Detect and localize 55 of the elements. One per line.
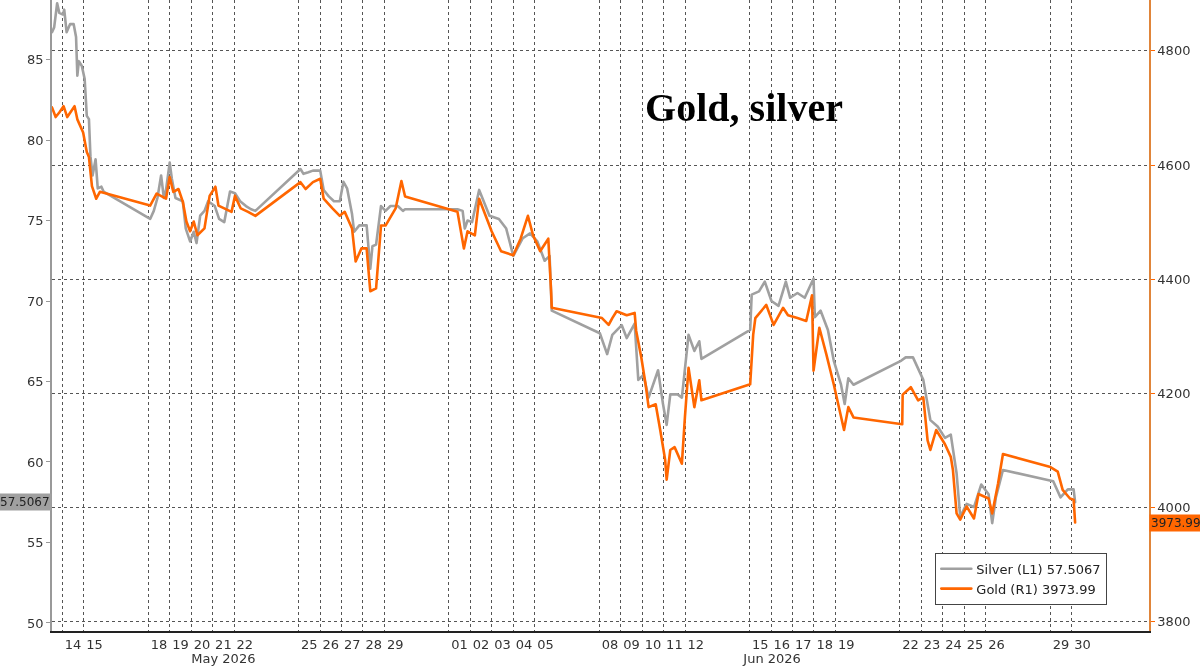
x-tick-label: 28 [365,636,382,652]
x-tick-label: 25 [301,636,318,652]
x-tick-label: 26 [988,636,1005,652]
y-tick-label: 60 [27,454,44,470]
x-tick-label: 12 [687,636,705,652]
text: 57.5067 [0,495,50,509]
x-tick-label: 05 [537,636,554,652]
y2-tick-label: 4600 [1157,157,1191,173]
y2-tick-label: 4400 [1157,271,1191,287]
x-tick-label: 21 [215,636,232,652]
x-tick-label: 18 [150,636,168,652]
x-tick-label: 24 [945,636,962,652]
x-tick-label: 04 [515,636,533,652]
x-tick-label: 29 [1052,636,1070,652]
text: Gold, silver [645,84,843,130]
y2-tick-label: 3800 [1157,614,1191,630]
y2-tick-label: 4800 [1157,43,1191,59]
x-tick-label: 23 [923,636,941,652]
x-tick-label: 30 [1074,636,1091,652]
x-tick-label: 17 [794,636,812,652]
y-tick-label: 80 [27,132,44,148]
x-tick-label: 11 [666,636,683,652]
y-tick-label: 50 [27,615,44,631]
x-tick-label: 22 [902,636,919,652]
x-tick-label: 03 [494,636,511,652]
x-tick-label: 25 [966,636,984,652]
x-tick-label: 27 [343,636,361,652]
legend-label: Gold (R1) 3973.99 [976,581,1096,597]
y-tick-label: 65 [27,374,44,390]
x-tick-label: 18 [816,636,833,652]
x-tick-label: 19 [837,636,855,652]
x-tick-label: 15 [752,636,769,652]
x-tick-label: 29 [386,636,404,652]
x-tick-label: 09 [623,636,640,652]
y2-tick-label: 4000 [1157,500,1191,516]
annotation: 3973.99 [1151,516,1200,530]
x-tick-label: 01 [451,636,468,652]
y-tick-label: 75 [27,213,44,229]
x-tick-label: 16 [773,636,791,652]
x-tick-label: 14 [64,636,82,652]
x2-tick-label: Jun 2026 [742,650,801,666]
y2-tick-label: 4200 [1157,386,1191,401]
x-tick-label: 26 [322,636,340,652]
x-tick-label: 19 [172,636,189,652]
x-tick-label: 08 [601,636,619,652]
x-tick-label: 20 [193,636,211,652]
x-tick-label: 22 [236,636,254,652]
legend-label: Silver (L1) 57.5067 [976,561,1101,577]
y-tick-label: 70 [27,293,44,309]
y-tick-label: 85 [27,52,44,68]
x-tick-label: 02 [472,636,490,652]
x2-tick-label: May 2026 [191,650,256,666]
x-tick-label: 10 [644,636,662,652]
y-tick-label: 55 [27,535,44,551]
x-tick-label: 15 [86,636,103,652]
